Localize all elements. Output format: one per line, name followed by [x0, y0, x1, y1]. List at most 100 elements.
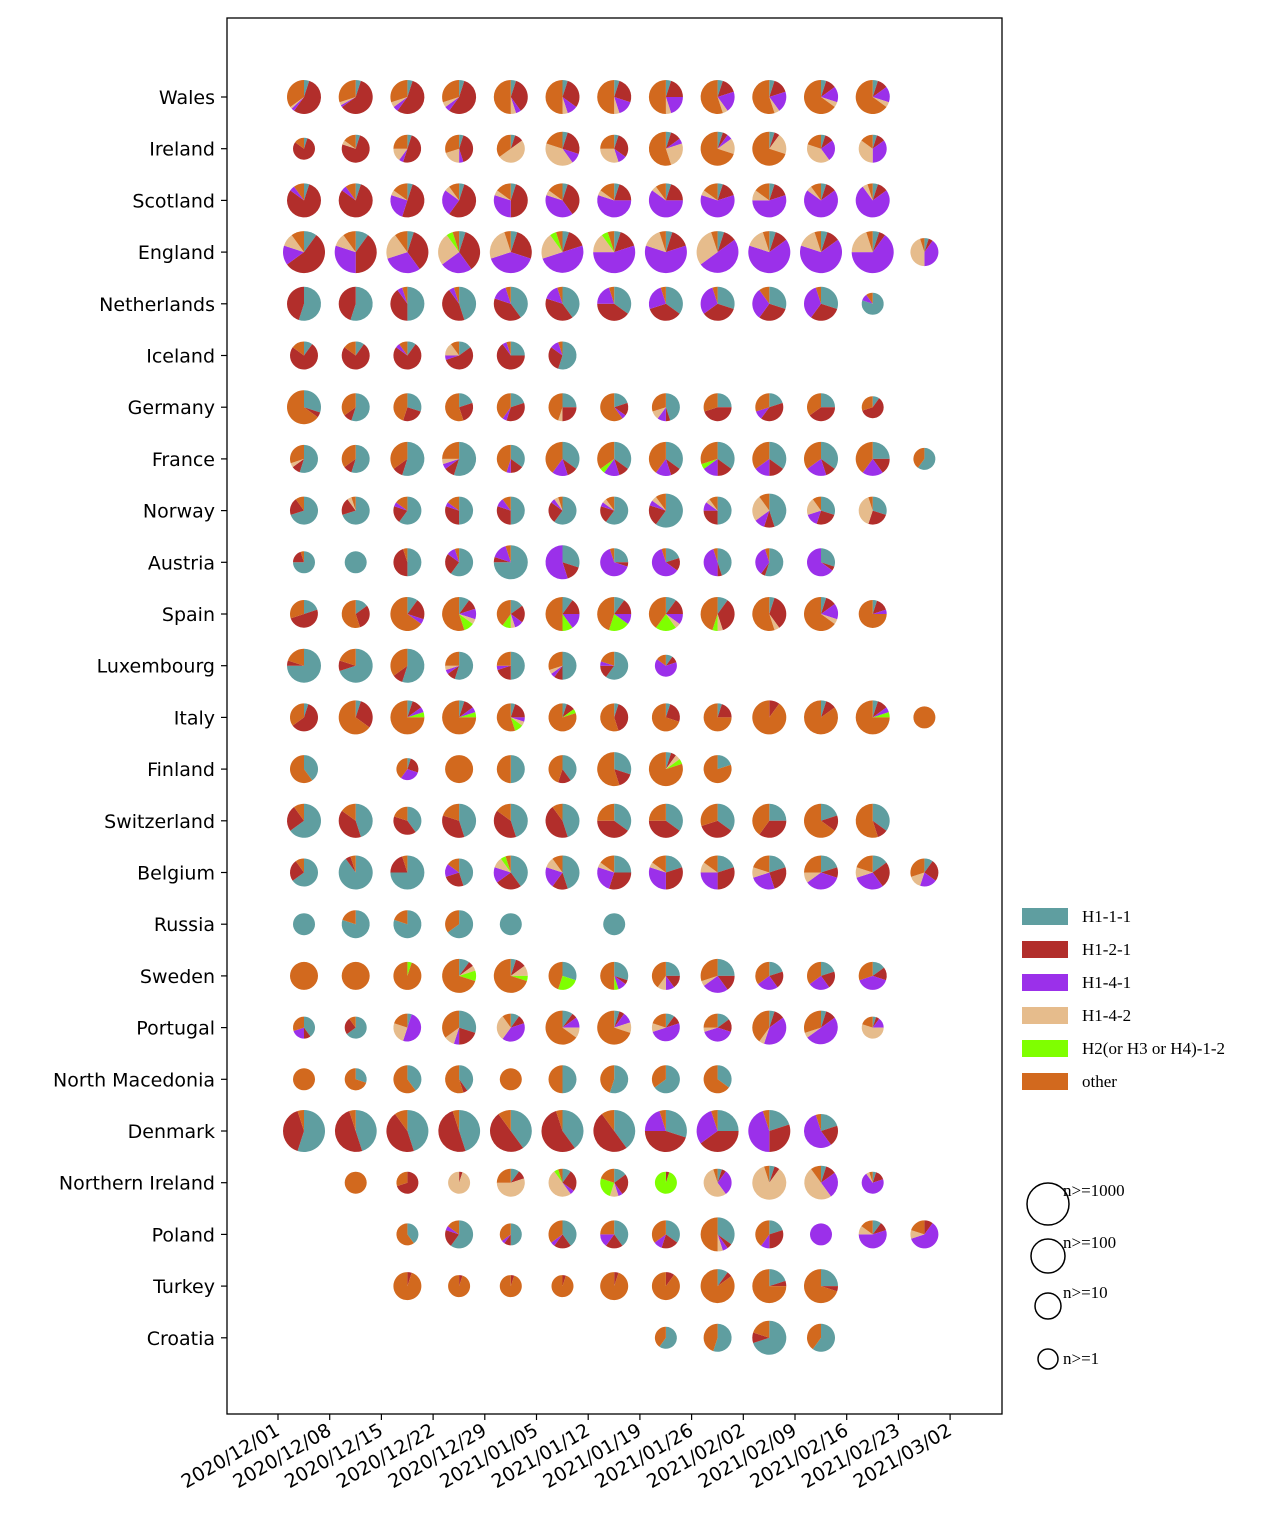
pie-france-slice-other: [442, 441, 460, 459]
pie-spain-slice-h1-1-1: [510, 600, 523, 614]
pie-scotland-slice-h1-1-1: [304, 183, 310, 201]
pie-italy-slice-h2-or-h3-or-h4-1-2: [562, 709, 576, 718]
pie-netherlands-slice-h1-1-1: [769, 286, 787, 310]
pie-scotland-slice-other: [393, 183, 408, 201]
pie-belgium-slice-other: [652, 855, 666, 873]
country-label-russia: Russia: [154, 914, 215, 936]
pie-scotland-slice-h1-1-1: [821, 183, 827, 201]
pie-wales-slice-other: [287, 80, 304, 107]
pie-portugal-2020-12-08: [344, 1016, 367, 1039]
pie-spain-slice-other: [496, 600, 511, 626]
pie-switzerland-2021-01-12: [597, 803, 632, 838]
pie-sweden-slice-h1-2-1: [459, 962, 473, 976]
pie-portugal-slice-h1-1-1: [821, 1010, 827, 1028]
pie-wales-slice-h1-4-1: [665, 97, 683, 114]
pie-spain-slice-other: [341, 600, 361, 628]
pie-wales-2021-01-19: [648, 79, 683, 114]
pie-france-slice-other: [700, 441, 718, 465]
pie-norway-slice-h1-4-2: [706, 499, 718, 511]
pie-finland-slice-other: [396, 758, 408, 778]
pie-finland-slice-h1-2-1: [665, 752, 676, 770]
pie-austria-slice-h1-1-1: [665, 548, 680, 563]
pie-england-slice-h1-4-1: [283, 245, 304, 265]
pie-england-slice-h1-4-1: [924, 240, 939, 267]
pie-poland-slice-h1-2-1: [769, 1230, 784, 1249]
pie-spain-2021-02-16: [858, 600, 887, 628]
pie-austria-slice-h1-4-1: [600, 548, 628, 577]
pie-portugal-slice-h1-4-2: [445, 1027, 460, 1044]
pie-portugal-slice-h1-2-1: [304, 1027, 311, 1039]
pie-wales-slice-other: [597, 80, 615, 114]
pie-north-macedonia-slice-h1-1-1: [609, 1065, 629, 1094]
pie-iceland-slice-h1-1-1: [558, 341, 577, 370]
pie-iceland-slice-other: [399, 341, 408, 356]
pie-england-slice-h1-1-1: [304, 231, 317, 253]
pie-croatia-2021-02-02: [752, 1320, 787, 1355]
pie-england-slice-h1-4-2: [284, 235, 304, 253]
pie-spain-slice-h1-2-1: [407, 600, 425, 620]
pie-portugal-slice-h1-2-1: [665, 1016, 680, 1028]
pie-northern-ireland-slice-h1-1-1: [614, 1168, 626, 1183]
pie-portugal-slice-h1-4-2: [614, 1022, 632, 1033]
pie-ireland-slice-other: [445, 134, 460, 154]
pie-portugal-2021-02-16: [861, 1016, 884, 1039]
pie-austria-slice-h1-1-1: [407, 548, 422, 577]
pie-spain-2021-01-05: [545, 597, 580, 631]
pie-norway-slice-other: [295, 496, 304, 511]
pie-poland-slice-h1-1-1: [614, 1220, 629, 1246]
pie-austria-slice-h1-2-1: [293, 551, 304, 563]
pie-netherlands-slice-h1-4-1: [546, 287, 563, 304]
pie-northern-ireland-slice-h1-1-1: [562, 1168, 571, 1183]
pie-netherlands-2021-02-16: [861, 292, 884, 315]
pie-france-slice-h1-2-1: [872, 458, 890, 473]
pie-italy-slice-other: [651, 703, 680, 732]
pie-germany-slice-h1-2-1: [344, 407, 356, 421]
pie-england-2021-01-05: [541, 231, 584, 273]
pie-norway-slice-h1-2-1: [290, 499, 304, 515]
pie-northern-ireland-slice-other: [396, 1171, 408, 1187]
pie-norway-slice-h1-1-1: [821, 496, 835, 515]
pie-scotland-slice-h1-4-1: [545, 195, 573, 218]
pie-italy-slice-other: [289, 703, 304, 726]
pie-ireland-slice-other: [344, 134, 356, 149]
pie-england-slice-h1-1-1: [872, 231, 880, 253]
pie-wales-slice-h1-1-1: [769, 79, 775, 97]
pie-turkey-slice-h1-2-1: [407, 1272, 412, 1287]
pie-austria-slice-other: [764, 548, 770, 563]
pie-netherlands-slice-h1-2-1: [545, 298, 573, 321]
pie-wales-slice-h1-2-1: [449, 80, 477, 115]
pie-ireland-slice-other: [496, 134, 511, 157]
pie-belgium-slice-other: [295, 858, 304, 873]
pie-poland-slice-h1-1-1: [562, 1220, 577, 1246]
pie-germany-slice-h1-1-1: [510, 393, 525, 408]
pie-ireland-slice-h1-2-1: [403, 135, 422, 163]
legend-label-h1-1-1: H1-1-1: [1082, 907, 1131, 926]
pie-poland-2021-02-02: [755, 1220, 784, 1249]
pie-denmark-slice-h1-2-1: [593, 1114, 627, 1152]
pie-turkey-slice-other: [651, 1272, 680, 1301]
pie-poland-slice-other: [651, 1220, 666, 1243]
pie-spain-2021-01-19: [648, 597, 683, 631]
pie-ireland-slice-other: [295, 137, 304, 149]
pie-iceland-slice-h1-2-1: [341, 344, 370, 370]
plot-frame: [226, 17, 1003, 1415]
pie-switzerland-2020-12-15: [393, 806, 422, 835]
pie-luxembourg-slice-h1-1-1: [665, 654, 673, 666]
pie-north-macedonia-slice-other: [651, 1065, 666, 1088]
pie-belgium-slice-other: [753, 855, 770, 873]
pie-netherlands-slice-h1-1-1: [350, 286, 373, 321]
pie-finland-slice-h1-2-1: [614, 769, 631, 786]
pie-italy-slice-h1-4-1: [459, 707, 476, 718]
pie-belgium-slice-h1-4-1: [856, 872, 883, 890]
pie-scotland-slice-h1-4-2: [598, 190, 615, 201]
pie-luxembourg-slice-h1-2-1: [447, 665, 460, 680]
pie-norway-2021-01-19: [648, 493, 683, 528]
pie-england-slice-h1-4-2: [801, 232, 821, 253]
pie-denmark-slice-h1-4-1: [696, 1111, 718, 1144]
pie-northern-ireland-2020-12-22: [448, 1171, 471, 1194]
pie-germany-2020-12-01: [286, 390, 322, 425]
pie-england-slice-h1-2-1: [562, 232, 583, 253]
pie-northern-ireland-2021-02-09: [804, 1165, 838, 1200]
pie-turkey-2020-12-22: [448, 1275, 471, 1298]
pie-finland-slice-h2-or-h3-or-h4-1-2: [665, 759, 683, 770]
